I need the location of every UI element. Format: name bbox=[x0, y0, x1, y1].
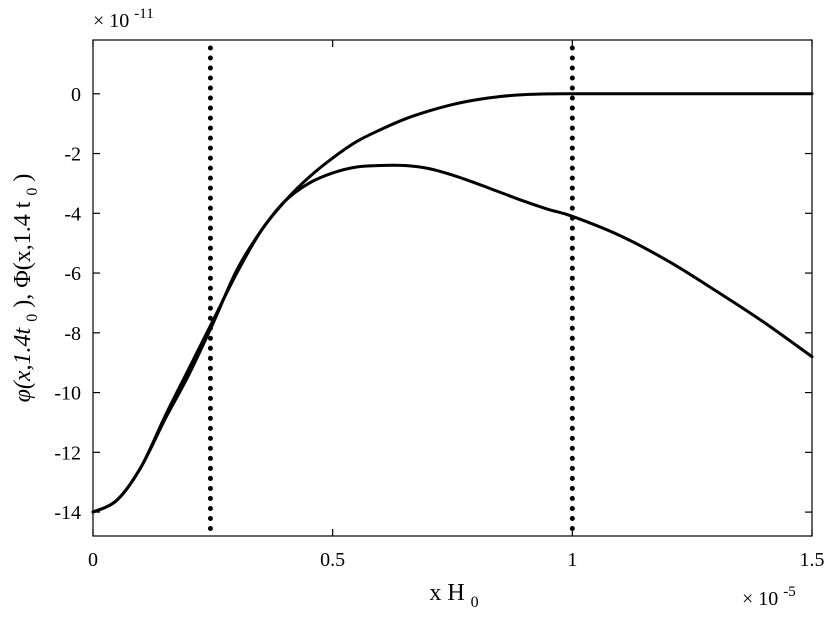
y-tick-label: -10 bbox=[54, 383, 81, 405]
x-tick-label: 1 bbox=[567, 549, 577, 571]
x-exponent-prefix: × 10 bbox=[742, 588, 778, 610]
y-exponent-value: -11 bbox=[134, 6, 153, 22]
x-tick-label: 0 bbox=[88, 549, 98, 571]
x-axis-label: x H 0 bbox=[429, 580, 478, 611]
y-tick-label: 0 bbox=[71, 84, 81, 106]
y-axis-label-sub-1: 0 bbox=[24, 314, 41, 322]
y-axis-label-part-2: ), Φ(x,1.4 t bbox=[10, 201, 36, 308]
y-exponent-prefix: × 10 bbox=[93, 10, 129, 32]
y-tick-label: -6 bbox=[64, 263, 81, 285]
svg-text:× 10 -11: × 10 -11 bbox=[93, 6, 154, 32]
y-axis-label-part-3: ) bbox=[10, 174, 36, 182]
y-axis-label-part-1: φ(x,1.4t bbox=[10, 326, 36, 402]
y-tick-label: -4 bbox=[64, 203, 81, 225]
x-axis-label-main: x H bbox=[429, 580, 464, 606]
x-axis-label-sub: 0 bbox=[471, 594, 479, 611]
x-tick-label: 0.5 bbox=[320, 549, 345, 571]
y-exponent-label: × 10 -11 bbox=[93, 6, 154, 32]
y-tick-label: -12 bbox=[54, 442, 81, 464]
series-line-2 bbox=[91, 163, 814, 514]
x-exponent-value: -5 bbox=[783, 584, 796, 600]
svg-text:× 10 -5: × 10 -5 bbox=[742, 584, 796, 610]
y-tick-label: -2 bbox=[64, 144, 81, 166]
y-tick-label: -14 bbox=[54, 502, 81, 524]
lines-layer bbox=[91, 45, 814, 535]
y-axis-label: φ(x,1.4t 0 ), Φ(x,1.4 t 0 ) bbox=[10, 174, 43, 403]
x-exponent-label: × 10 -5 bbox=[742, 584, 796, 610]
x-tick-label: 1.5 bbox=[800, 549, 825, 571]
series-line-1 bbox=[91, 92, 814, 514]
plot-area-frame bbox=[92, 39, 813, 537]
y-axis-label-sub-2: 0 bbox=[24, 188, 41, 196]
ticks-layer: 0 0.5 1 1.5 0 -2 -4 -6 -8 -10 -12 -14 bbox=[54, 40, 825, 571]
y-tick-label: -8 bbox=[64, 323, 81, 345]
